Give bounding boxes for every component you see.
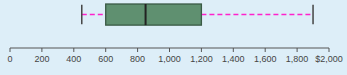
- tick-label: 400: [66, 54, 81, 64]
- axis-line: [10, 48, 329, 49]
- tick: [137, 48, 138, 52]
- tick: [105, 48, 106, 52]
- chart: 0 200 400 600 800 1,000 1,200 1,400 1,600 1,800 $2…: [0, 0, 347, 75]
- tick: [169, 48, 170, 52]
- tick-label: 600: [98, 54, 113, 64]
- tick: [201, 48, 202, 52]
- cap-high: [312, 5, 314, 24]
- tick: [265, 48, 266, 52]
- whisker-high: [201, 14, 313, 16]
- tick: [10, 48, 11, 52]
- median: [145, 4, 147, 25]
- tick-label: 1,000: [158, 54, 181, 64]
- tick-label: 1,600: [254, 54, 277, 64]
- tick: [41, 48, 42, 52]
- box-plot: [82, 4, 313, 25]
- whisker-low: [82, 14, 106, 16]
- tick: [297, 48, 298, 52]
- cap-low: [81, 5, 83, 24]
- tick: [73, 48, 74, 52]
- box: [106, 4, 202, 25]
- tick-label: 1,800: [286, 54, 309, 64]
- tick: [233, 48, 234, 52]
- tick: [329, 48, 330, 52]
- tick-label: $2,000: [315, 54, 343, 64]
- tick-label: 200: [34, 54, 49, 64]
- tick-label: 0: [7, 54, 12, 64]
- tick-label: 1,400: [222, 54, 245, 64]
- tick-label: 1,200: [190, 54, 213, 64]
- x-axis: 0 200 400 600 800 1,000 1,200 1,400 1,600 1,800 $2…: [7, 48, 342, 64]
- tick-label: 800: [130, 54, 145, 64]
- chart-svg: 0 200 400 600 800 1,000 1,200 1,400 1,600 1,800 $2…: [0, 0, 347, 75]
